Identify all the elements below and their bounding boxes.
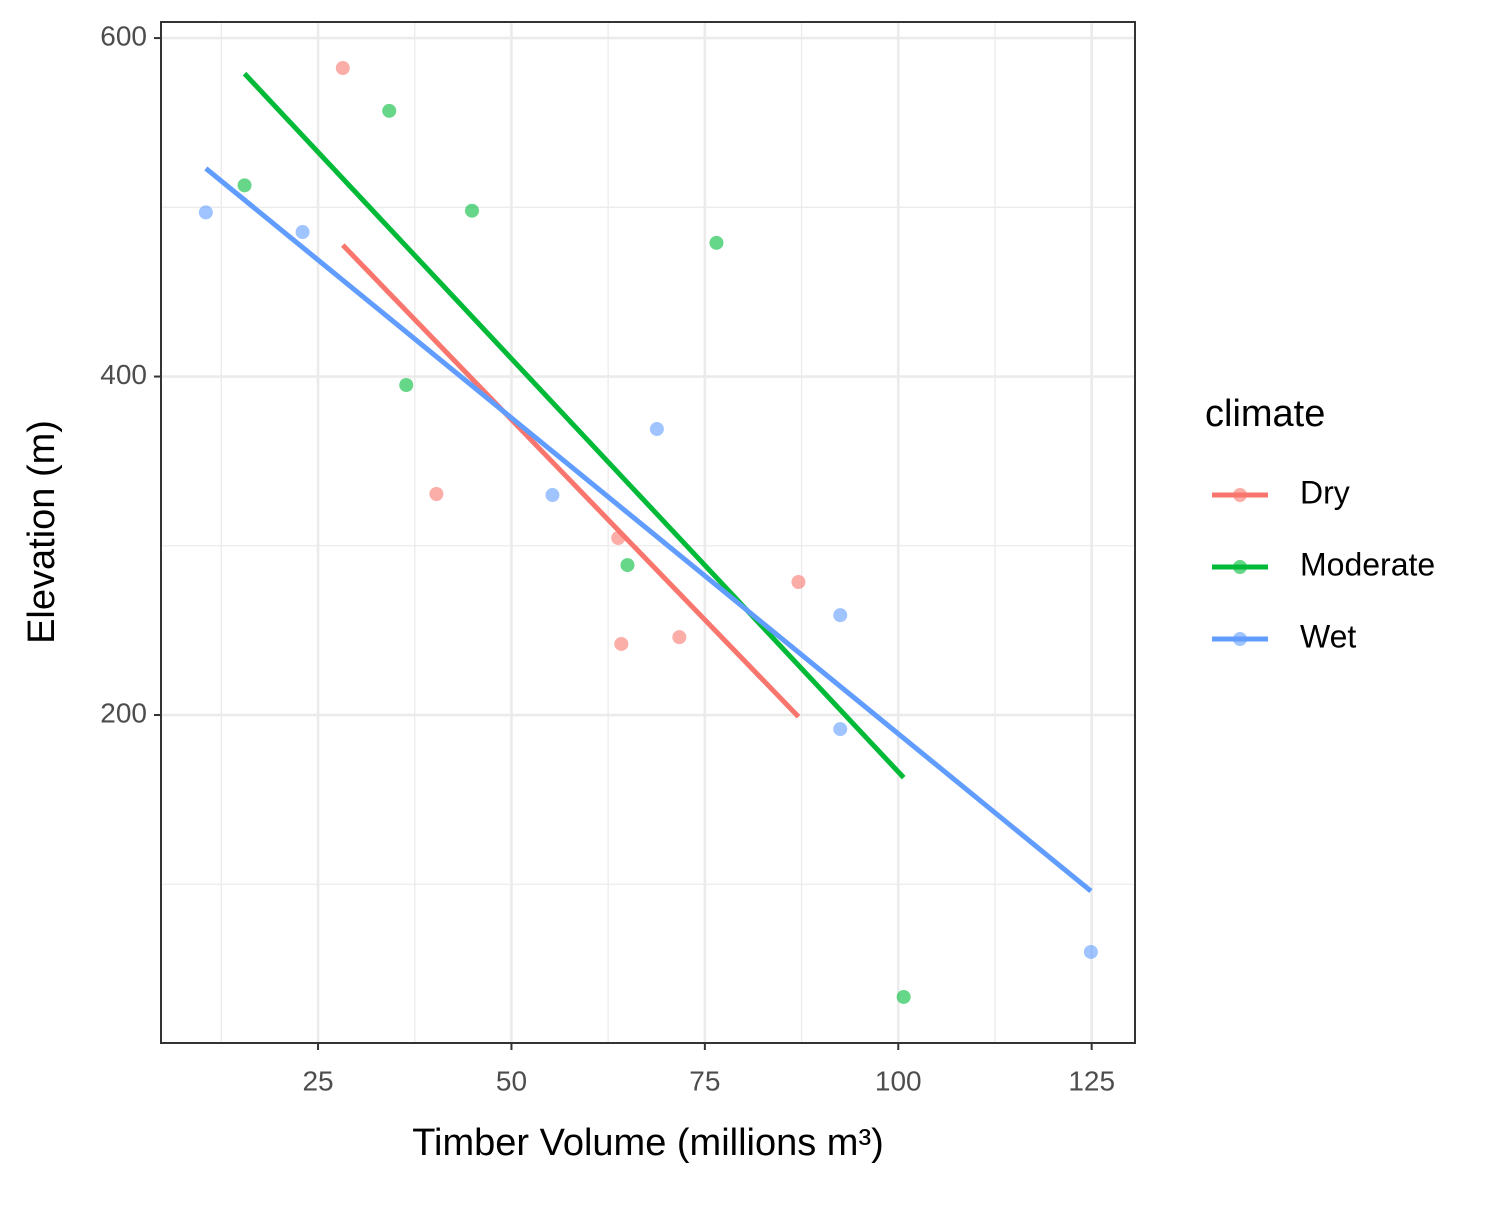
point — [237, 178, 252, 193]
y-tick-label: 400 — [100, 359, 147, 390]
point — [399, 378, 414, 393]
x-tick-label: 50 — [496, 1065, 527, 1096]
legend-key-point — [1233, 560, 1247, 574]
point — [545, 488, 560, 503]
point — [709, 235, 724, 250]
point — [791, 575, 806, 590]
fit-line — [242, 71, 906, 780]
legend-label: Wet — [1300, 618, 1356, 654]
legend-title: climate — [1205, 393, 1325, 435]
point — [833, 608, 848, 623]
point — [620, 558, 635, 573]
legend-key-point — [1233, 632, 1247, 646]
fit-line — [341, 243, 801, 719]
y-tick-label: 600 — [100, 20, 147, 51]
fit-line — [204, 166, 1093, 893]
x-tick-label: 75 — [689, 1065, 720, 1096]
point — [833, 722, 848, 737]
point — [649, 422, 664, 437]
x-tick-label: 25 — [302, 1065, 333, 1096]
point — [295, 225, 310, 240]
panel-border — [160, 21, 1136, 1044]
y-axis-title: Elevation (m) — [21, 420, 63, 644]
y-tick-label: 200 — [100, 697, 147, 728]
point — [198, 205, 213, 220]
point — [335, 61, 350, 76]
point — [896, 989, 911, 1004]
legend-label: Moderate — [1300, 546, 1435, 582]
legend-label: Dry — [1300, 474, 1350, 510]
point — [1083, 944, 1098, 959]
x-tick-label: 100 — [875, 1065, 922, 1096]
point — [382, 103, 397, 118]
point — [464, 203, 479, 218]
point — [672, 630, 687, 645]
x-axis-title: Timber Volume (millions m³) — [412, 1122, 884, 1164]
legend-key-point — [1233, 488, 1247, 502]
point — [429, 486, 444, 501]
point — [614, 636, 629, 651]
x-tick-label: 125 — [1068, 1065, 1115, 1096]
